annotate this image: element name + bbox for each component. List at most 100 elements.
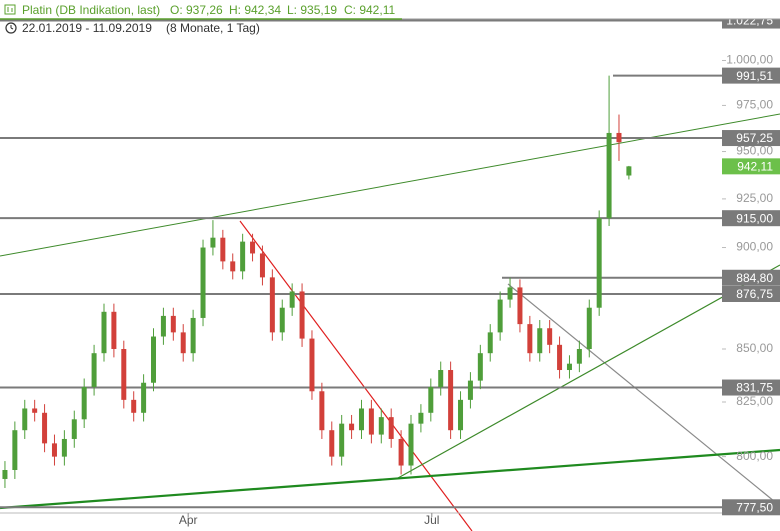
candle-body: [606, 132, 612, 219]
level-box: [722, 285, 780, 302]
candle-body: [477, 353, 483, 381]
trend-lines: [0, 113, 780, 531]
ohlc-high: H: 942,34: [229, 3, 281, 17]
y-tick-label: 950,00: [736, 144, 773, 158]
candle-body: [180, 332, 186, 354]
candle-body: [12, 430, 18, 471]
level-box: [722, 269, 780, 286]
levels: [0, 19, 722, 509]
candle-body: [81, 387, 87, 420]
candle-body: [61, 438, 67, 457]
candle-body: [329, 430, 335, 457]
candle-body: [240, 241, 246, 272]
candle-body: [279, 307, 285, 333]
candle-body: [497, 299, 503, 333]
candle-body: [309, 338, 315, 392]
candle-body: [408, 423, 414, 466]
level-box: [722, 499, 780, 516]
axes: 800,00 825,00 850,00 900,00 925,00 950,00 975,…: [0, 53, 780, 527]
candle-body: [458, 399, 464, 431]
candle-body: [527, 324, 533, 354]
candle-body: [101, 311, 107, 354]
y-tick-label: 900,00: [736, 240, 773, 254]
candle-body: [507, 287, 513, 300]
candle-body: [547, 328, 553, 345]
candle-body: [269, 277, 275, 333]
trend-line: [239, 220, 473, 531]
candle-body: [111, 311, 117, 350]
candle-body: [319, 391, 325, 431]
y-tick-label: 850,00: [736, 341, 773, 355]
candle-body: [388, 417, 394, 439]
candle-body: [170, 315, 176, 333]
y-tick-label: 825,00: [736, 394, 773, 408]
candle-body: [220, 237, 226, 262]
candle-body: [230, 261, 236, 272]
candles: [2, 75, 632, 488]
candle-body: [299, 291, 305, 339]
level-labels: 1.022,75991,51957,25942,11915,00884,8087…: [722, 12, 780, 516]
trend-line: [507, 283, 780, 507]
clock-icon: [5, 22, 17, 34]
period: (8 Monate, 1 Tag): [166, 21, 260, 35]
instrument-icon: [4, 4, 16, 15]
candle-body: [42, 412, 48, 444]
level-label: 777,50: [736, 500, 773, 514]
candle-body: [2, 470, 8, 479]
candle-body: [151, 336, 157, 383]
candle-body: [358, 408, 364, 431]
candle-body: [586, 307, 592, 350]
candle-body: [368, 408, 374, 435]
header-bg: [0, 0, 780, 19]
candle-body: [418, 412, 424, 424]
candle-body: [289, 291, 295, 308]
ohlc-low: L: 935,19: [287, 3, 337, 17]
y-tick-label: 925,00: [736, 191, 773, 205]
level-box: [722, 67, 780, 84]
candle-body: [190, 317, 196, 354]
candle-body: [160, 315, 166, 337]
candle-body: [250, 241, 256, 254]
trend-line: [0, 113, 780, 257]
candle-body: [349, 423, 355, 431]
level-label: 831,75: [736, 381, 773, 395]
y-tick-label: 1.000,00: [726, 53, 773, 67]
y-tick-label: 975,00: [736, 98, 773, 112]
candle-body: [131, 399, 137, 413]
ohlc-close: C: 942,11: [344, 3, 395, 17]
candle-body: [378, 417, 384, 435]
candle-body: [141, 382, 147, 413]
candle-body: [32, 408, 38, 413]
candle-body: [566, 363, 572, 371]
trend-line: [397, 264, 780, 479]
candle-body: [121, 349, 127, 400]
x-tick-label: Jul: [424, 513, 439, 527]
level-label: 991,51: [736, 69, 773, 83]
candle-body: [448, 370, 454, 431]
candle-body: [487, 332, 493, 354]
candle-body: [339, 423, 345, 457]
candle-body: [626, 166, 632, 176]
candle-body: [398, 438, 404, 466]
candle-body: [51, 443, 57, 457]
candle-body: [537, 328, 543, 354]
candle-body: [596, 218, 602, 308]
level-box: [722, 379, 780, 396]
candle-body: [91, 353, 97, 388]
candle-body: [22, 408, 28, 431]
candle-body: [438, 370, 444, 388]
level-label: 957,25: [736, 131, 773, 145]
x-tick-label: Apr: [179, 513, 198, 527]
candle-body: [467, 380, 473, 400]
candle-body: [517, 287, 523, 325]
candle-body: [259, 253, 265, 278]
level-box: [722, 158, 780, 175]
level-label: 884,80: [736, 271, 773, 285]
trend-line: [0, 448, 780, 510]
date-range: 22.01.2019 - 11.09.2019: [22, 21, 152, 35]
y-tick-label: 800,00: [736, 449, 773, 463]
level-label: 915,00: [736, 211, 773, 225]
ohlc-open: O: 937,26: [170, 3, 223, 17]
candle-body: [428, 387, 434, 413]
